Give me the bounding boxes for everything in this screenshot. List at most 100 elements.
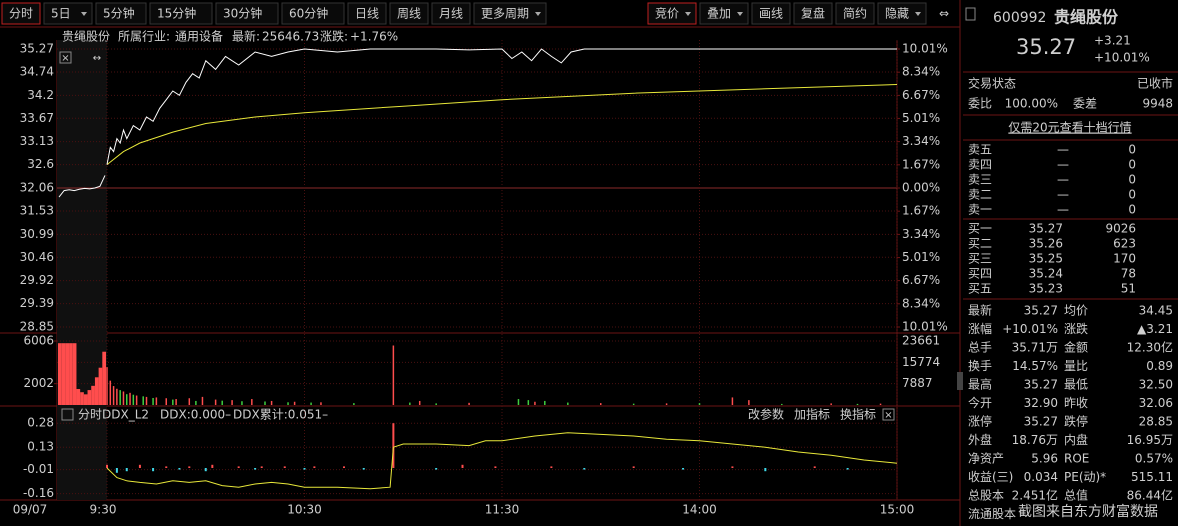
toolbar-label[interactable]: 隐藏 — [885, 7, 909, 21]
toolbar-button[interactable] — [793, 2, 833, 25]
book-price: 35.27 — [1029, 222, 1063, 236]
stat-label: 涨跌 — [1064, 321, 1088, 336]
stat-value: 35.27 — [1024, 378, 1058, 392]
toolbar-label[interactable]: 15分钟 — [157, 6, 196, 21]
book-volume: 51 — [1121, 282, 1136, 296]
book-price: 35.23 — [1029, 282, 1063, 296]
book-volume: 0 — [1128, 203, 1136, 217]
toolbar-label[interactable]: 竞价 — [655, 7, 679, 21]
industry: 通用设备 — [175, 30, 223, 44]
stat-label: 总值 — [1064, 488, 1088, 503]
ddx-value: DDX:0.000– — [160, 408, 231, 422]
y-tick-label: 6006 — [23, 334, 54, 348]
book-price: — — [1057, 173, 1069, 187]
close-icon[interactable] — [59, 51, 72, 64]
change-label: 涨跌: — [320, 29, 348, 44]
book-price: 35.25 — [1029, 252, 1063, 266]
latest-label: 最新: — [232, 29, 260, 44]
stat-value: 12.30亿 — [1127, 340, 1173, 355]
book-label: 卖四 — [968, 158, 992, 172]
toolbar-button[interactable] — [95, 2, 147, 25]
toolbar-button[interactable] — [281, 2, 345, 25]
volume-bar — [83, 394, 88, 405]
stat-value: 16.95万 — [1127, 433, 1173, 447]
upsell-link[interactable]: 仅需20元查看十档行情 — [1008, 121, 1131, 135]
toolbar-button[interactable] — [473, 2, 547, 25]
y2-tick-label: 1.67% — [902, 157, 940, 171]
stat-label: 涨幅 — [968, 321, 992, 336]
close-icon[interactable]: × — [61, 53, 69, 64]
toolbar-button[interactable] — [215, 2, 279, 25]
ddx-button[interactable]: 改参数 — [748, 407, 784, 422]
toolbar-button[interactable] — [751, 2, 791, 25]
y2-tick-label: 5.01% — [902, 250, 940, 264]
toolbar-label[interactable]: 复盘 — [801, 6, 825, 21]
toolbar-button[interactable] — [149, 2, 213, 25]
ddx-button[interactable]: 加指标 — [794, 407, 830, 422]
stat-value: +10.01% — [1002, 322, 1058, 336]
toolbar-label[interactable]: 简约 — [843, 6, 867, 21]
time-label: 09/07 — [13, 503, 48, 517]
y2-tick-label: 7887 — [902, 376, 933, 390]
book-label: 买四 — [968, 267, 992, 281]
toolbar-label[interactable]: 叠加 — [707, 7, 731, 21]
volume-bar — [65, 343, 70, 405]
status-label: 交易状态 — [968, 76, 1016, 91]
side-icon[interactable] — [965, 7, 976, 21]
stat-value: 28.85 — [1139, 415, 1173, 429]
ratio-label: 委比 — [968, 97, 992, 111]
toolbar-label[interactable]: 更多周期 — [481, 7, 529, 21]
y-tick-label: 30.99 — [20, 227, 54, 241]
stat-value: 86.44亿 — [1127, 488, 1173, 503]
toolbar-label[interactable]: 60分钟 — [289, 6, 328, 21]
toolbar-button[interactable] — [389, 2, 429, 25]
toolbar-button[interactable] — [347, 2, 387, 25]
y-tick-label: 29.39 — [20, 296, 54, 310]
toolbar-button[interactable] — [1, 2, 41, 25]
toolbar-label[interactable]: 30分钟 — [223, 6, 262, 21]
expand-icon[interactable]: ↔ — [93, 53, 101, 64]
y-tick-label: 32.6 — [27, 157, 54, 171]
toolbar-label[interactable]: 周线 — [397, 7, 421, 21]
avg-price-line — [106, 84, 898, 165]
stat-label: 净资产 — [968, 452, 1004, 466]
toolbar-button[interactable] — [699, 2, 749, 25]
toolbar-button[interactable] — [835, 2, 875, 25]
toolbar-label[interactable]: 月线 — [439, 7, 463, 21]
ddx-line — [106, 432, 898, 490]
y-tick-label: 33.13 — [20, 134, 54, 148]
toolbar-button[interactable] — [431, 2, 471, 25]
y2-tick-label: 6.67% — [902, 273, 940, 287]
stat-value: 0.57% — [1135, 452, 1173, 466]
close-icon[interactable] — [61, 408, 74, 421]
book-label: 买五 — [968, 282, 992, 296]
stock-code: 600992 — [993, 10, 1046, 26]
toolbar-button[interactable] — [647, 2, 697, 25]
toolbar-label[interactable]: 分时 — [9, 7, 33, 21]
y-tick-label: 33.67 — [20, 111, 54, 125]
y-tick-label: 34.2 — [27, 88, 54, 102]
toolbar-button[interactable] — [877, 2, 927, 25]
last-price: 35.27 — [1016, 35, 1076, 59]
close-icon[interactable] — [882, 408, 895, 421]
price-change-pct: +10.01% — [1094, 51, 1150, 65]
y2-tick-label: 3.34% — [902, 227, 940, 241]
volume-bar — [58, 343, 62, 405]
stat-value: 5.96 — [1031, 452, 1058, 466]
price-line — [106, 48, 897, 165]
toolbar-label[interactable]: 画线 — [759, 7, 783, 21]
toolbar-label[interactable]: 5日 — [51, 7, 71, 21]
nav-icon[interactable]: ⇔ — [939, 7, 949, 21]
close-icon[interactable]: × — [884, 410, 892, 421]
stock-name: 贵绳股份 — [1054, 8, 1119, 27]
ddx-title: 分时DDX_L2 — [78, 408, 149, 422]
book-label: 买二 — [968, 237, 992, 251]
ddx-button[interactable]: 换指标 — [840, 407, 876, 422]
toolbar-button[interactable] — [43, 2, 93, 25]
toolbar-label[interactable]: 日线 — [355, 7, 379, 21]
panel-toggle[interactable] — [957, 372, 963, 390]
volume-bar — [87, 390, 92, 405]
toolbar-label[interactable]: 5分钟 — [103, 6, 135, 21]
y-tick-label: -0.16 — [23, 486, 54, 500]
stat-label: 内盘 — [1064, 432, 1088, 447]
